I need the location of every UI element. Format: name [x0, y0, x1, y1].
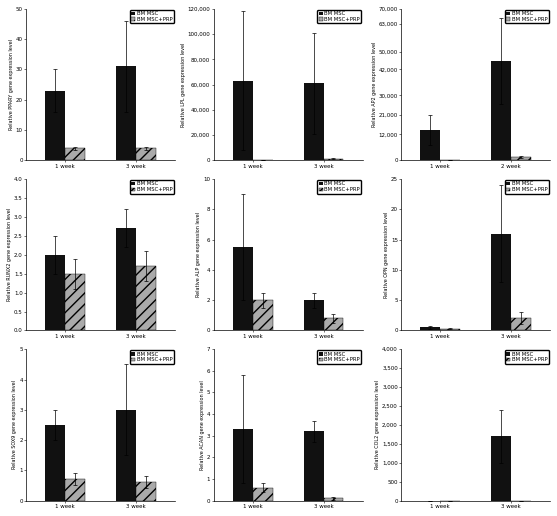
Y-axis label: Relative SOX9 gene expression level: Relative SOX9 gene expression level	[12, 380, 17, 470]
Y-axis label: Relative COL2 gene expression level: Relative COL2 gene expression level	[375, 380, 380, 470]
Bar	[253, 300, 272, 330]
Legend: BM MSC, BM MSC+PRP: BM MSC, BM MSC+PRP	[130, 350, 174, 364]
Legend: BM MSC, BM MSC+PRP: BM MSC, BM MSC+PRP	[130, 180, 174, 194]
Legend: BM MSC, BM MSC+PRP: BM MSC, BM MSC+PRP	[317, 350, 361, 364]
Legend: BM MSC, BM MSC+PRP: BM MSC, BM MSC+PRP	[505, 350, 549, 364]
Bar	[65, 273, 85, 330]
Y-axis label: Relative ALP gene expression level: Relative ALP gene expression level	[196, 212, 201, 297]
Bar	[491, 61, 511, 160]
Legend: BM MSC, BM MSC+PRP: BM MSC, BM MSC+PRP	[317, 180, 361, 194]
Bar	[136, 482, 156, 501]
Bar	[324, 159, 343, 160]
Bar	[45, 425, 65, 501]
Bar	[233, 81, 253, 160]
Legend: BM MSC, BM MSC+PRP: BM MSC, BM MSC+PRP	[505, 180, 549, 194]
Y-axis label: Relative OPN gene expression level: Relative OPN gene expression level	[384, 212, 389, 298]
Bar	[324, 498, 343, 501]
Bar	[324, 318, 343, 330]
Bar	[491, 234, 511, 330]
Bar	[45, 91, 65, 160]
Bar	[65, 479, 85, 501]
Y-axis label: Relative AP2 gene expression level: Relative AP2 gene expression level	[372, 42, 377, 127]
Bar	[491, 436, 511, 501]
Y-axis label: Relative PPARY gene expression level: Relative PPARY gene expression level	[9, 39, 14, 130]
Legend: BM MSC, BM MSC+PRP: BM MSC, BM MSC+PRP	[317, 10, 361, 23]
Bar	[116, 67, 136, 160]
Bar	[421, 328, 440, 330]
Bar	[116, 410, 136, 501]
Bar	[116, 228, 136, 330]
Bar	[233, 429, 253, 501]
Bar	[511, 318, 531, 330]
Y-axis label: Relative LPL gene expression level: Relative LPL gene expression level	[180, 42, 185, 127]
Bar	[136, 148, 156, 160]
Bar	[45, 255, 65, 330]
Legend: BM MSC, BM MSC+PRP: BM MSC, BM MSC+PRP	[505, 10, 549, 23]
Bar	[136, 266, 156, 330]
Bar	[304, 84, 324, 160]
Bar	[65, 148, 85, 160]
Bar	[304, 300, 324, 330]
Legend: BM MSC, BM MSC+PRP: BM MSC, BM MSC+PRP	[130, 10, 174, 23]
Bar	[440, 329, 460, 330]
Bar	[421, 130, 440, 160]
Bar	[253, 488, 272, 501]
Y-axis label: Relative ACAN gene expression level: Relative ACAN gene expression level	[200, 380, 205, 470]
Y-axis label: Relative RUNX2 gene expression level: Relative RUNX2 gene expression level	[7, 208, 12, 301]
Bar	[233, 247, 253, 330]
Bar	[511, 157, 531, 160]
Bar	[304, 431, 324, 501]
